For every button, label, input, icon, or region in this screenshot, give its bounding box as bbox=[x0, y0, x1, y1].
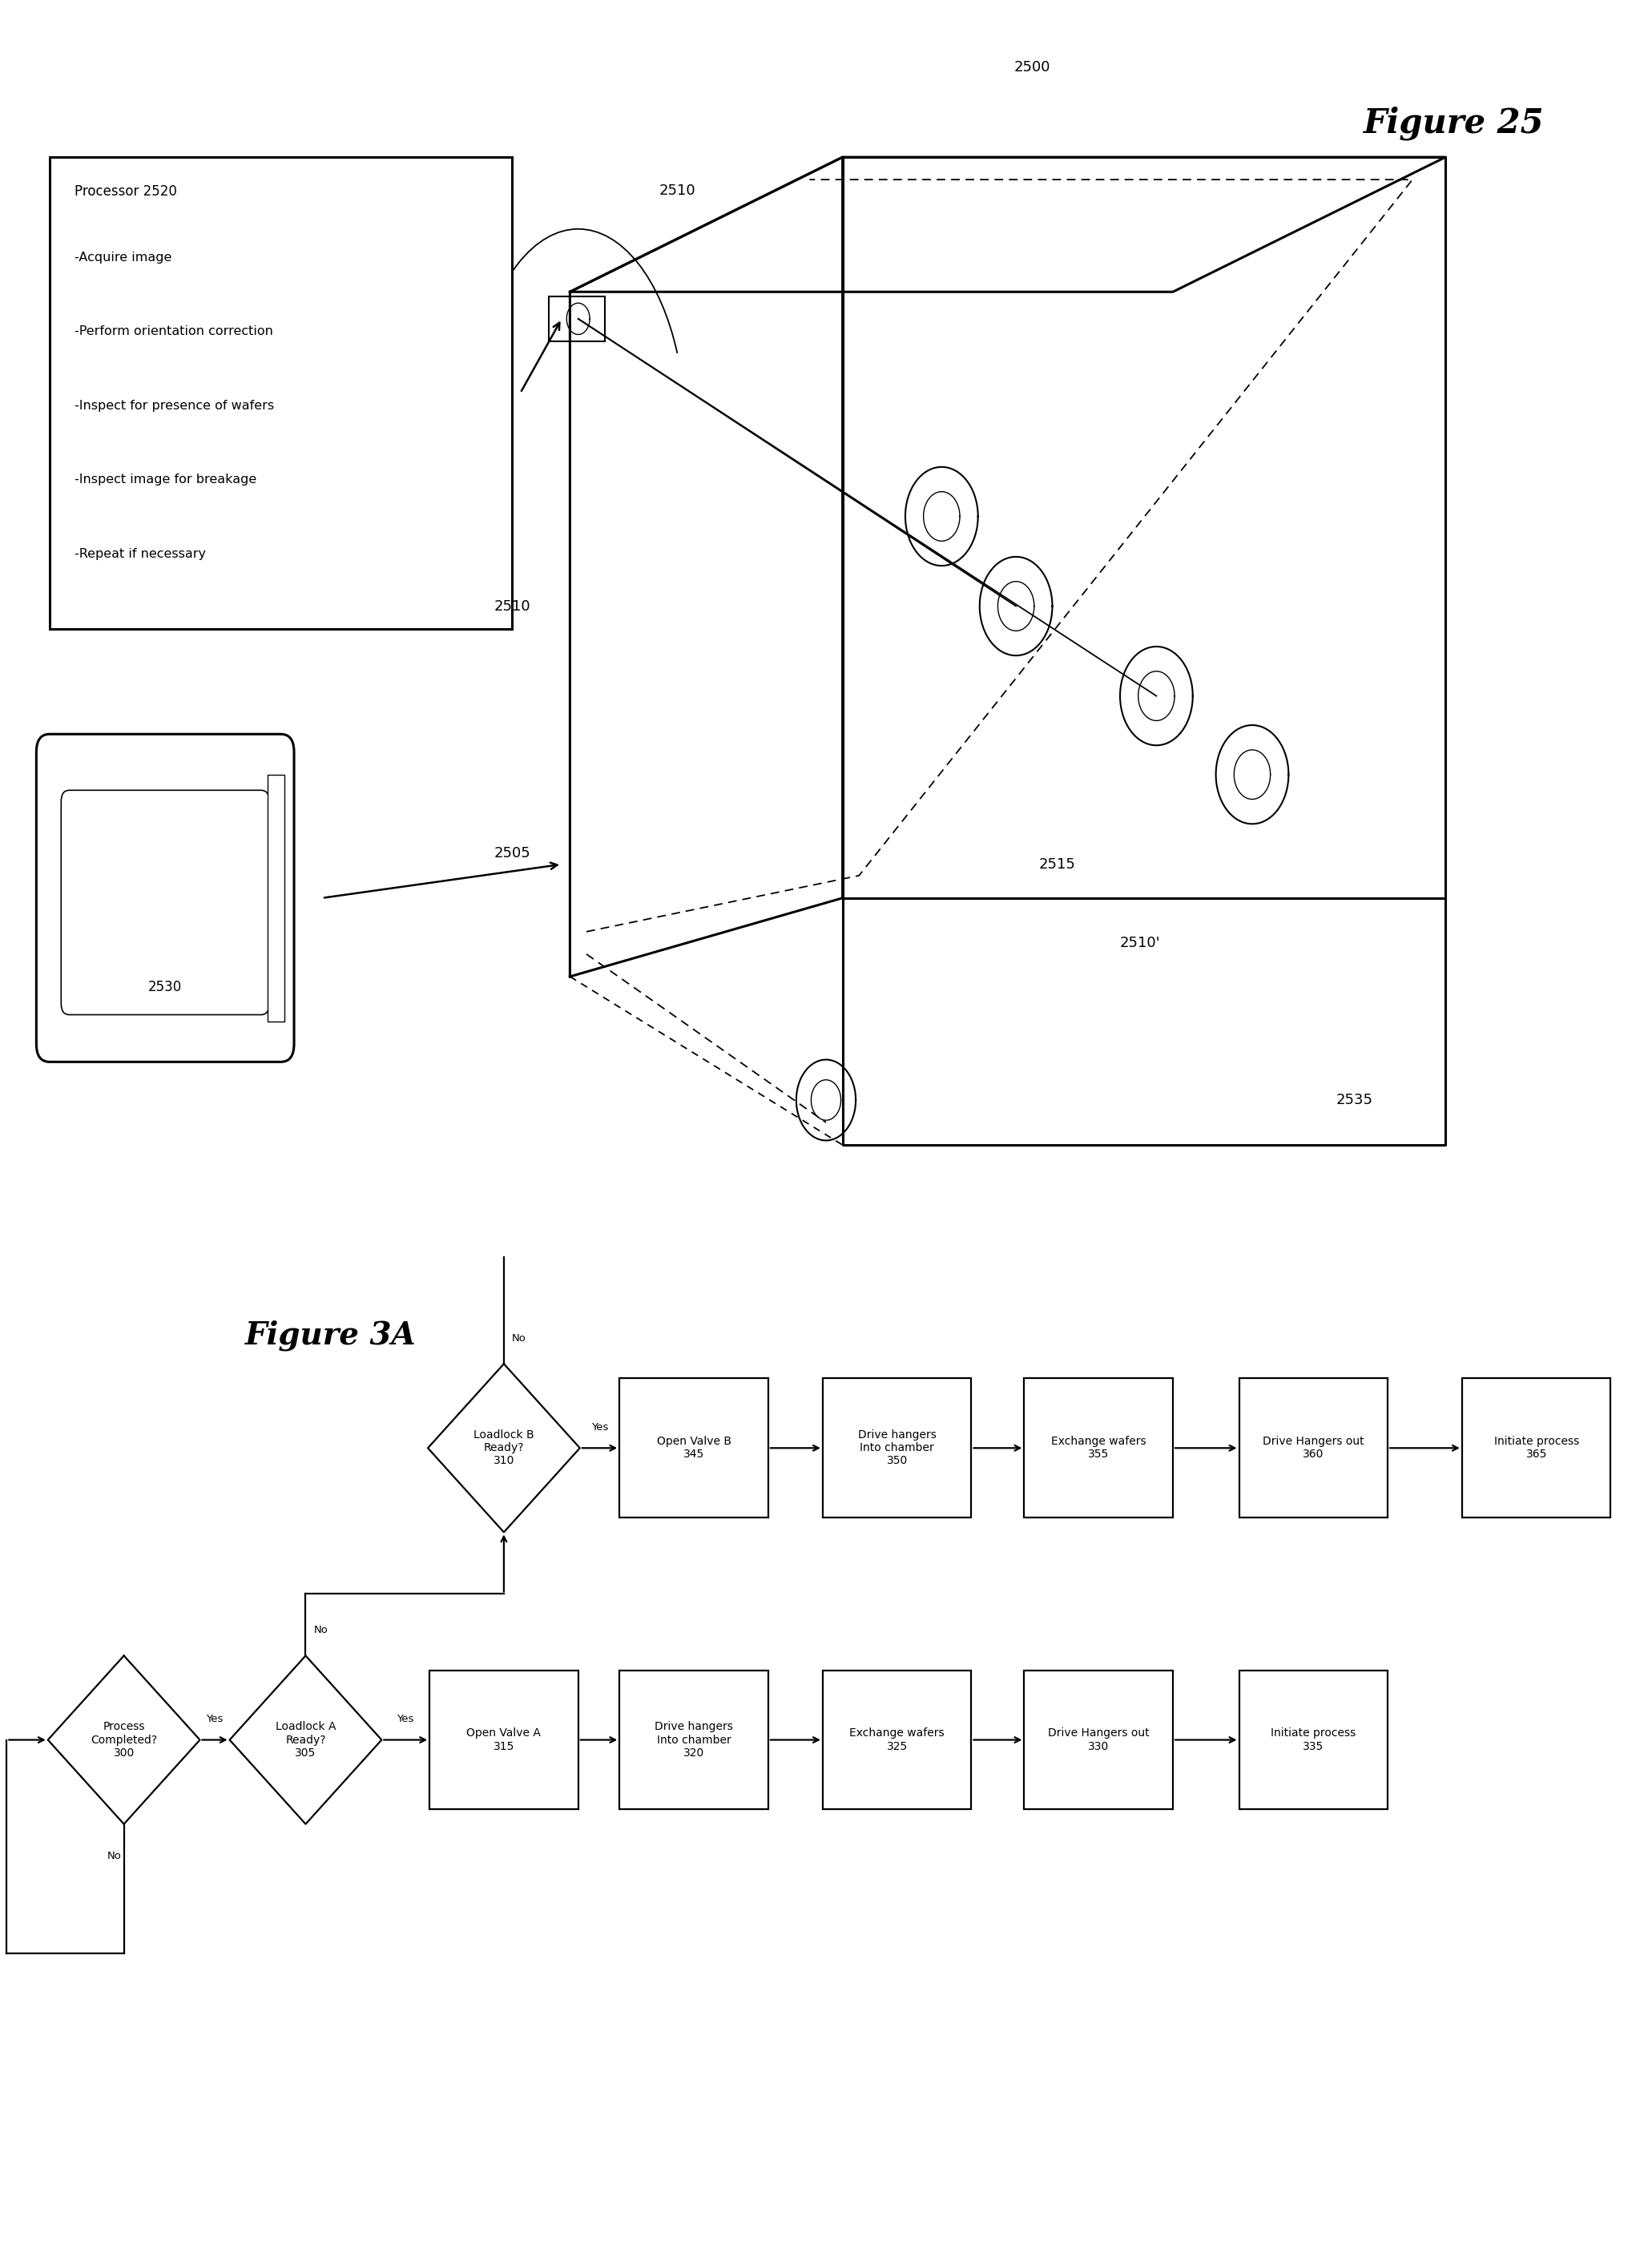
Polygon shape bbox=[48, 1657, 200, 1823]
Text: No: No bbox=[512, 1334, 527, 1345]
Text: -Perform orientation correction: -Perform orientation correction bbox=[74, 326, 273, 337]
Text: 2515: 2515 bbox=[1039, 858, 1075, 871]
Text: 2500: 2500 bbox=[1014, 61, 1051, 74]
FancyBboxPatch shape bbox=[823, 1670, 971, 1809]
Text: Drive hangers
Into chamber
320: Drive hangers Into chamber 320 bbox=[654, 1722, 733, 1758]
Text: -Acquire image: -Acquire image bbox=[74, 251, 172, 263]
Polygon shape bbox=[428, 1365, 580, 1531]
FancyBboxPatch shape bbox=[1462, 1378, 1611, 1518]
Text: 2510: 2510 bbox=[494, 599, 530, 613]
FancyBboxPatch shape bbox=[36, 734, 294, 1062]
Text: 2510: 2510 bbox=[659, 184, 695, 198]
Text: No: No bbox=[314, 1625, 329, 1637]
Text: Initiate process
365: Initiate process 365 bbox=[1493, 1437, 1579, 1459]
Text: Yes: Yes bbox=[396, 1713, 415, 1724]
Text: -Inspect image for breakage: -Inspect image for breakage bbox=[74, 474, 256, 485]
FancyBboxPatch shape bbox=[1239, 1378, 1388, 1518]
Text: Exchange wafers
355: Exchange wafers 355 bbox=[1051, 1437, 1146, 1459]
Text: -Inspect for presence of wafers: -Inspect for presence of wafers bbox=[74, 400, 274, 411]
Text: -Repeat if necessary: -Repeat if necessary bbox=[74, 548, 206, 559]
Text: 2505: 2505 bbox=[494, 846, 530, 860]
Text: Drive hangers
Into chamber
350: Drive hangers Into chamber 350 bbox=[857, 1430, 937, 1466]
FancyBboxPatch shape bbox=[1024, 1670, 1173, 1809]
Text: Process
Completed?
300: Process Completed? 300 bbox=[91, 1722, 157, 1758]
Text: Yes: Yes bbox=[591, 1421, 608, 1432]
Text: No: No bbox=[107, 1850, 121, 1861]
FancyBboxPatch shape bbox=[430, 1670, 578, 1809]
FancyBboxPatch shape bbox=[268, 775, 284, 1021]
Text: Exchange wafers
325: Exchange wafers 325 bbox=[849, 1729, 945, 1751]
Text: 2510': 2510' bbox=[1120, 936, 1160, 950]
Text: Yes: Yes bbox=[206, 1713, 223, 1724]
FancyBboxPatch shape bbox=[620, 1670, 768, 1809]
Text: 2535: 2535 bbox=[1336, 1093, 1373, 1107]
FancyBboxPatch shape bbox=[50, 157, 512, 629]
Text: Figure 25: Figure 25 bbox=[1363, 106, 1545, 141]
Text: Open Valve B
345: Open Valve B 345 bbox=[656, 1437, 732, 1459]
Text: 2530: 2530 bbox=[149, 981, 182, 995]
FancyBboxPatch shape bbox=[1239, 1670, 1388, 1809]
Text: Open Valve A
315: Open Valve A 315 bbox=[466, 1729, 542, 1751]
Polygon shape bbox=[230, 1657, 382, 1823]
FancyBboxPatch shape bbox=[823, 1378, 971, 1518]
FancyBboxPatch shape bbox=[548, 296, 605, 341]
FancyBboxPatch shape bbox=[61, 790, 269, 1015]
Text: Loadlock B
Ready?
310: Loadlock B Ready? 310 bbox=[474, 1430, 534, 1466]
Text: Processor 2520: Processor 2520 bbox=[74, 184, 177, 198]
FancyBboxPatch shape bbox=[1024, 1378, 1173, 1518]
Text: Drive Hangers out
330: Drive Hangers out 330 bbox=[1047, 1729, 1150, 1751]
Text: Drive Hangers out
360: Drive Hangers out 360 bbox=[1262, 1437, 1365, 1459]
Text: Initiate process
335: Initiate process 335 bbox=[1270, 1729, 1356, 1751]
Text: Loadlock A
Ready?
305: Loadlock A Ready? 305 bbox=[276, 1722, 335, 1758]
Text: Figure 3A: Figure 3A bbox=[244, 1320, 416, 1351]
FancyBboxPatch shape bbox=[620, 1378, 768, 1518]
